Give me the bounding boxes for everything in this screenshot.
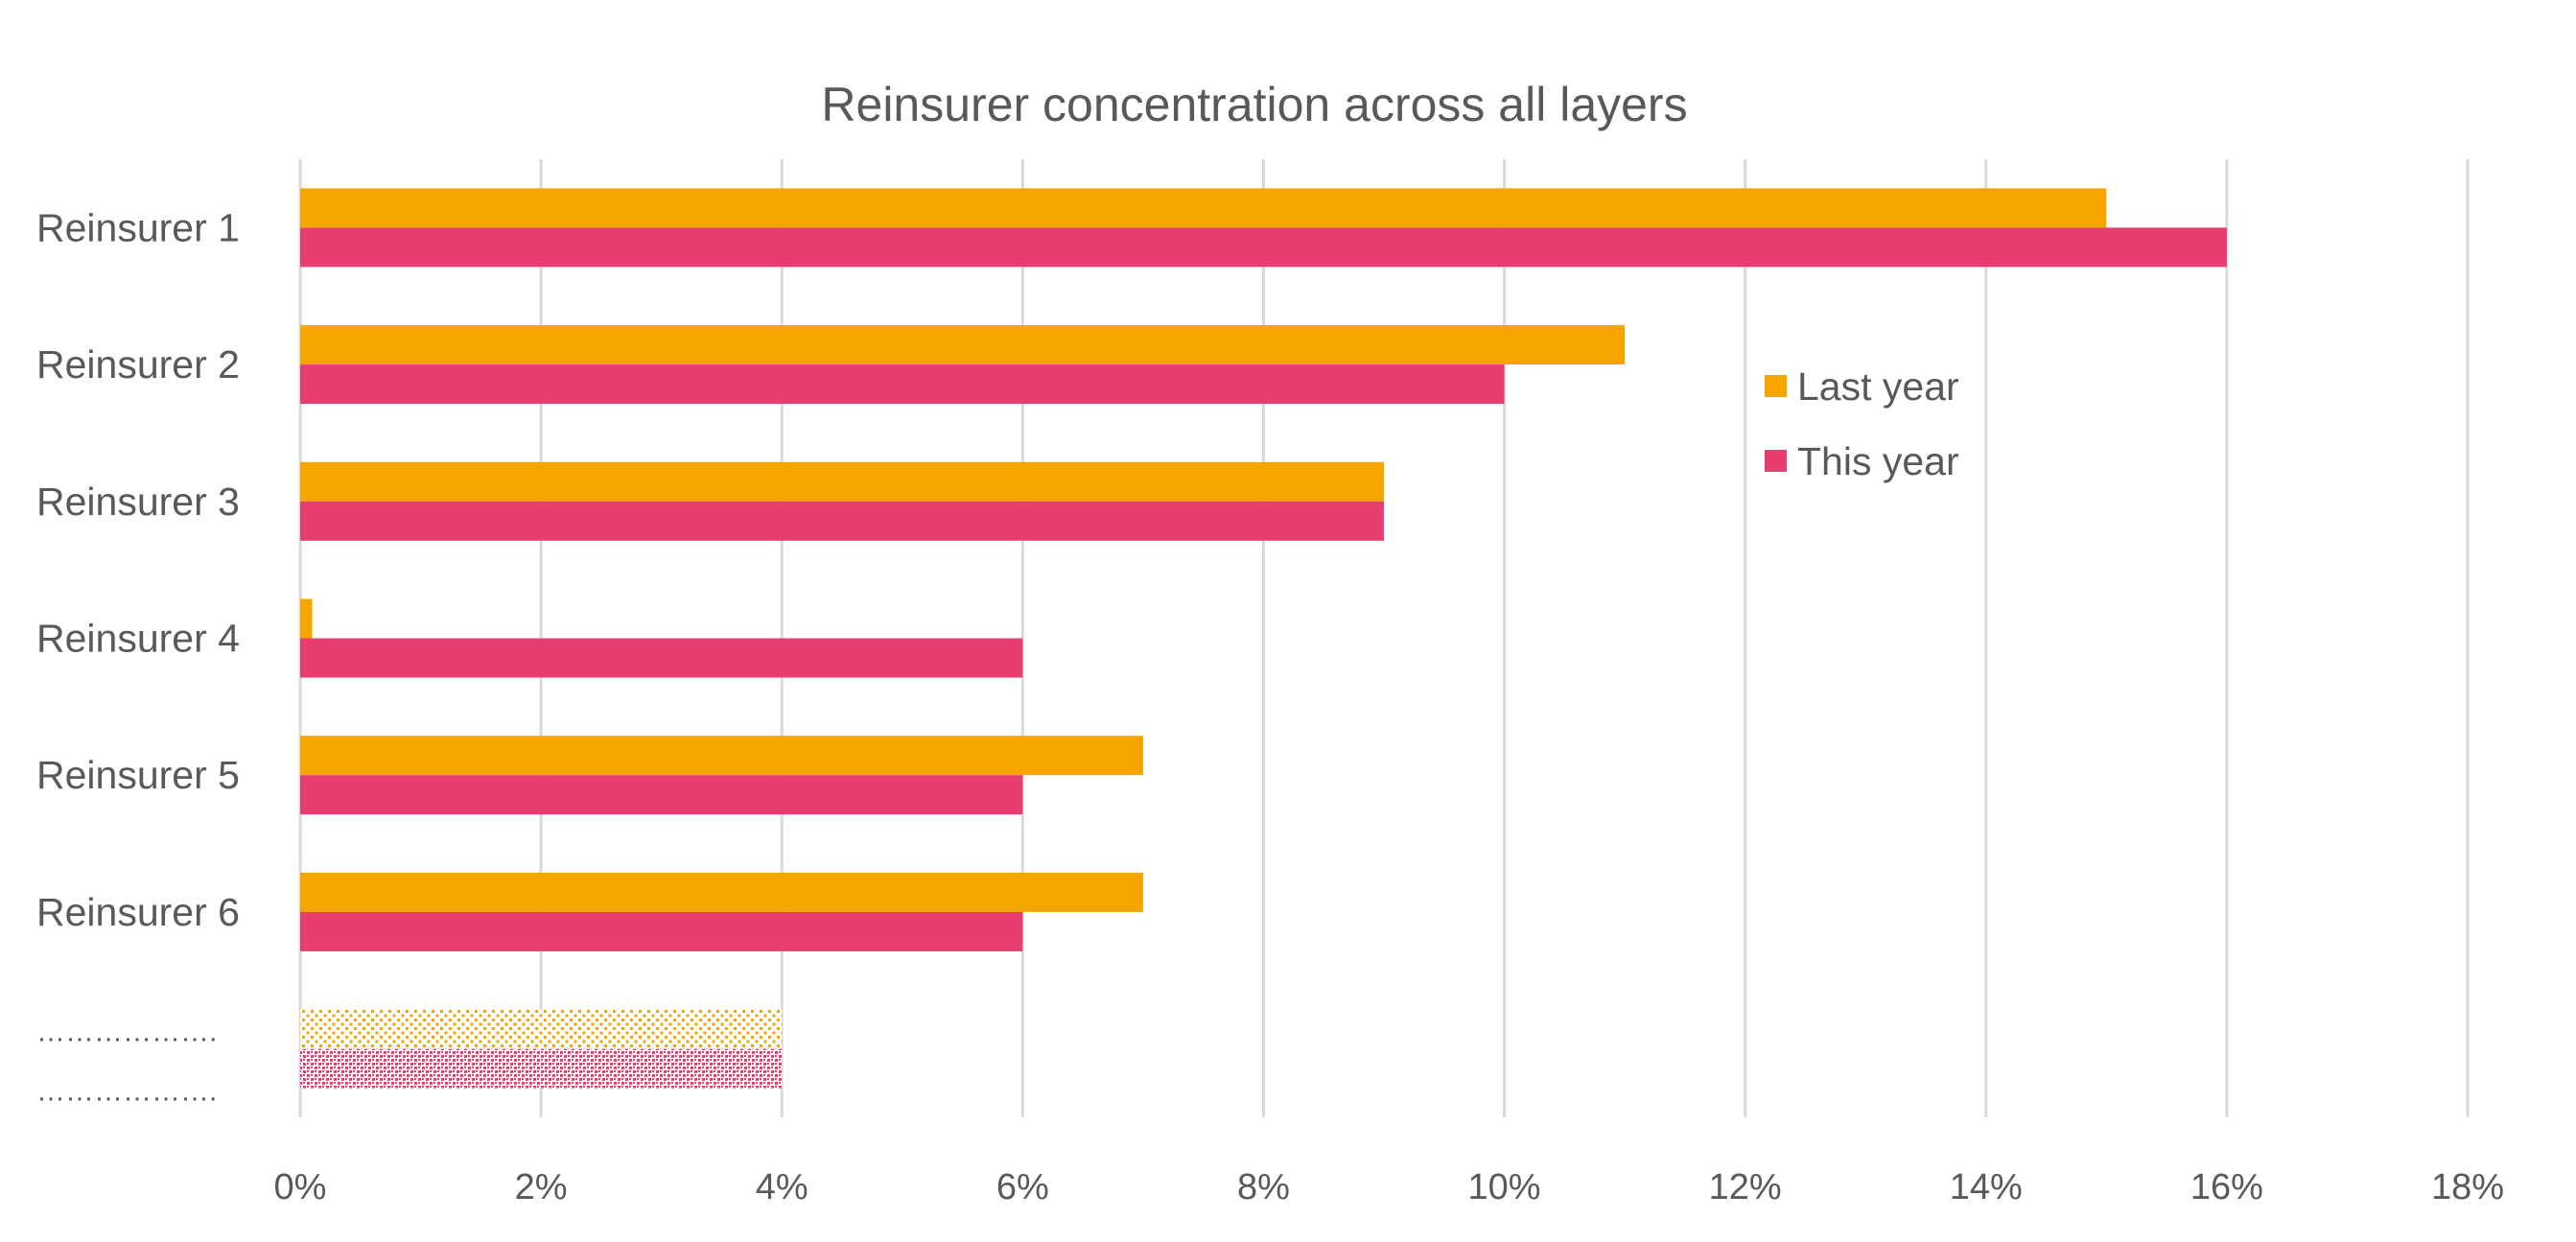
legend-swatch-last-year [1765, 375, 1787, 397]
legend: Last year This year [1765, 364, 1959, 483]
bar-last-year [300, 736, 1143, 776]
bar-last-year [300, 325, 1626, 365]
category-label: Reinsurer 3 [36, 480, 240, 524]
bar-this-year [300, 227, 2227, 268]
bars [300, 188, 2227, 1089]
legend-label-last-year: Last year [1797, 364, 1959, 409]
bar-last-year [300, 188, 2107, 228]
bar-last-year [300, 872, 1143, 912]
x-tick-label: 0% [274, 1167, 327, 1207]
legend-swatch-this-year [1765, 450, 1787, 472]
bar-this-year [300, 911, 1023, 951]
category-label: Reinsurer 4 [36, 617, 240, 661]
bar-this-year [300, 1048, 783, 1089]
bar-last-year [300, 1009, 783, 1049]
category-label: Reinsurer 6 [36, 890, 240, 934]
x-tick-label: 12% [1709, 1167, 1782, 1207]
x-tick-label: 4% [756, 1167, 808, 1207]
bar-this-year [300, 775, 1023, 815]
x-tick-label: 2% [515, 1167, 568, 1207]
x-tick-label: 14% [1950, 1167, 2023, 1207]
bar-this-year [300, 501, 1384, 541]
chart-title: Reinsurer concentration across all layer… [821, 78, 1687, 131]
x-tick-label: 16% [2190, 1167, 2263, 1207]
bar-this-year [300, 364, 1505, 405]
bar-last-year [300, 598, 313, 639]
gridlines [298, 159, 2470, 1117]
x-tick-label: 10% [1468, 1167, 1541, 1207]
category-label-placeholder: ………………. [36, 1076, 217, 1108]
bar-last-year [300, 461, 1384, 502]
legend-label-this-year: This year [1797, 439, 1959, 483]
x-tick-labels: 0% 2% 4% 6% 8% 10% 12% 14% 16% 18% [274, 1167, 2504, 1207]
x-tick-label: 6% [996, 1167, 1049, 1207]
category-label: Reinsurer 5 [36, 753, 240, 797]
x-tick-label: 18% [2431, 1167, 2504, 1207]
category-label: Reinsurer 1 [36, 205, 240, 249]
bar-this-year [300, 638, 1023, 678]
category-label-placeholder: ………………. [36, 1017, 217, 1048]
category-label: Reinsurer 2 [36, 342, 240, 387]
category-labels: Reinsurer 1 Reinsurer 2 Reinsurer 3 Reinsur… [36, 205, 240, 1107]
x-tick-label: 8% [1237, 1167, 1290, 1207]
